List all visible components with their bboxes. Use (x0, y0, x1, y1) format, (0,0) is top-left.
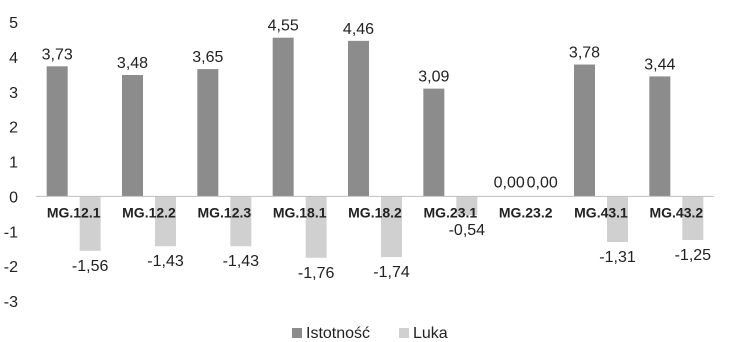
data-label-istotnosc: 3,78 (569, 45, 600, 62)
data-label-istotnosc: 3,73 (42, 46, 73, 63)
y-tick-label: 1 (9, 155, 18, 172)
bar-luka (305, 196, 327, 258)
category-label: MG.12.3 (197, 204, 251, 220)
bar-istotnosc (46, 66, 68, 197)
data-label-istotnosc: 4,55 (268, 18, 299, 35)
bar-luka (381, 196, 402, 258)
data-label-istotnosc: 3,09 (418, 69, 449, 86)
bar-luka (682, 196, 704, 240)
data-label-istotnosc: 3,48 (117, 55, 148, 72)
bar-istotnosc (423, 88, 445, 197)
legend: Istotność Luka (292, 325, 448, 342)
bar-luka (79, 196, 101, 251)
data-label-luka: -1,76 (298, 265, 335, 282)
data-label-istotnosc: 0,00 (494, 174, 525, 191)
bar-istotnosc (649, 76, 671, 197)
legend-swatch-luka (399, 328, 409, 338)
y-tick-label: -3 (4, 294, 18, 311)
data-label-istotnosc: 3,44 (644, 56, 675, 73)
bars (46, 37, 704, 258)
data-label-luka: -1,43 (147, 253, 184, 270)
data-label-luka: -1,43 (223, 253, 260, 270)
legend-label-istotnosc: Istotność (306, 325, 370, 342)
bar-istotnosc (197, 69, 219, 197)
legend-swatch-istotnosc (292, 328, 302, 338)
data-label-istotnosc: 3,65 (192, 49, 223, 66)
category-label: MG.23.2 (499, 204, 553, 220)
data-label-luka: -1,31 (599, 249, 636, 266)
category-label: MG.23.1 (423, 204, 477, 220)
category-labels: MG.12.1 MG.12.2 MG.12.3 MG.18.1 MG.18.2 MG.23… (47, 204, 704, 220)
bar-luka (230, 196, 252, 247)
bar-luka (456, 196, 478, 216)
bar-istotnosc (574, 64, 595, 197)
bar-istotnosc (122, 75, 143, 197)
data-label-luka: -1,74 (373, 264, 410, 281)
data-label-luka: 0,00 (527, 174, 558, 191)
data-label-luka: -0,54 (449, 222, 486, 239)
category-label: MG.43.1 (574, 204, 628, 220)
category-label: MG.18.1 (273, 204, 327, 220)
bar-istotnosc (272, 37, 294, 197)
category-label: MG.12.1 (47, 204, 101, 220)
bar-istotnosc (348, 40, 369, 197)
y-tick-label: 5 (9, 15, 18, 32)
y-tick-label: 0 (9, 189, 18, 206)
y-tick-label: -2 (4, 259, 18, 276)
category-label: MG.12.2 (122, 204, 176, 220)
category-label: MG.43.2 (649, 204, 703, 220)
category-label: MG.18.2 (348, 204, 402, 220)
bar-luka (155, 196, 176, 247)
y-axis: 5 4 3 2 1 0 -1 -2 -3 (4, 15, 18, 311)
y-tick-label: 3 (9, 85, 18, 102)
data-label-luka: -1,56 (72, 258, 109, 275)
legend-label-luka: Luka (413, 325, 448, 342)
data-label-luka: -1,25 (675, 247, 712, 264)
data-label-istotnosc: 4,46 (343, 21, 374, 38)
y-tick-label: 4 (9, 50, 18, 67)
data-labels: 3,73 -1,56 3,48 -1,43 3,65 -1,43 4,55 -1,76 4,46… (42, 18, 712, 282)
y-tick-label: 2 (9, 120, 18, 137)
y-tick-label: -1 (4, 224, 18, 241)
bar-luka (607, 196, 628, 243)
